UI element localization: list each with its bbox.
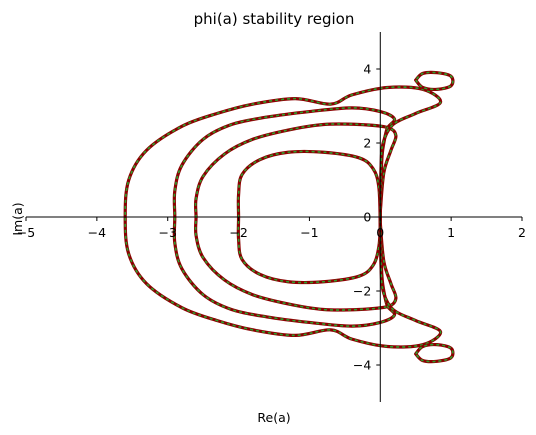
y-axis-title: Im(a) xyxy=(10,202,25,235)
x-tick-label: 1 xyxy=(447,225,455,240)
x-tick-label: 0 xyxy=(376,225,384,240)
contour-series-2 xyxy=(193,122,398,312)
y-tick-label: 0 xyxy=(363,210,371,225)
contour-series-4 xyxy=(123,85,443,349)
contour-line-dashed xyxy=(415,71,454,91)
axes: −5 −4 −3 −2 −1 0 1 2 4 2 0 −2 −4 xyxy=(17,32,526,402)
contour-line-dashed xyxy=(194,123,397,311)
contour-series-1 xyxy=(236,149,382,285)
text-layer: phi(a) stability region Re(a) Im(a) xyxy=(10,10,354,425)
contour-line-dashed xyxy=(173,107,396,327)
y-tick-label: 4 xyxy=(363,62,371,77)
contour-series-5 xyxy=(414,70,455,92)
contour-line-dashed xyxy=(124,86,442,348)
contour-series-6 xyxy=(414,342,455,364)
contour-line-dashed xyxy=(237,150,382,284)
x-tick-label: −1 xyxy=(300,225,318,240)
x-tick-label: −3 xyxy=(158,225,176,240)
x-tick-label: −5 xyxy=(17,225,35,240)
x-tick-label: −4 xyxy=(88,225,106,240)
y-tick-label: −4 xyxy=(353,358,371,373)
plot-area xyxy=(123,70,455,364)
x-axis-title: Re(a) xyxy=(257,410,290,425)
x-tick-label: −2 xyxy=(229,225,247,240)
y-tick-label: −2 xyxy=(353,284,371,299)
contour-line-dashed xyxy=(415,343,454,363)
x-tick-label: 2 xyxy=(518,225,526,240)
y-tick-label: 2 xyxy=(363,136,371,151)
contour-series-3 xyxy=(172,106,397,328)
chart-title: phi(a) stability region xyxy=(194,10,355,28)
